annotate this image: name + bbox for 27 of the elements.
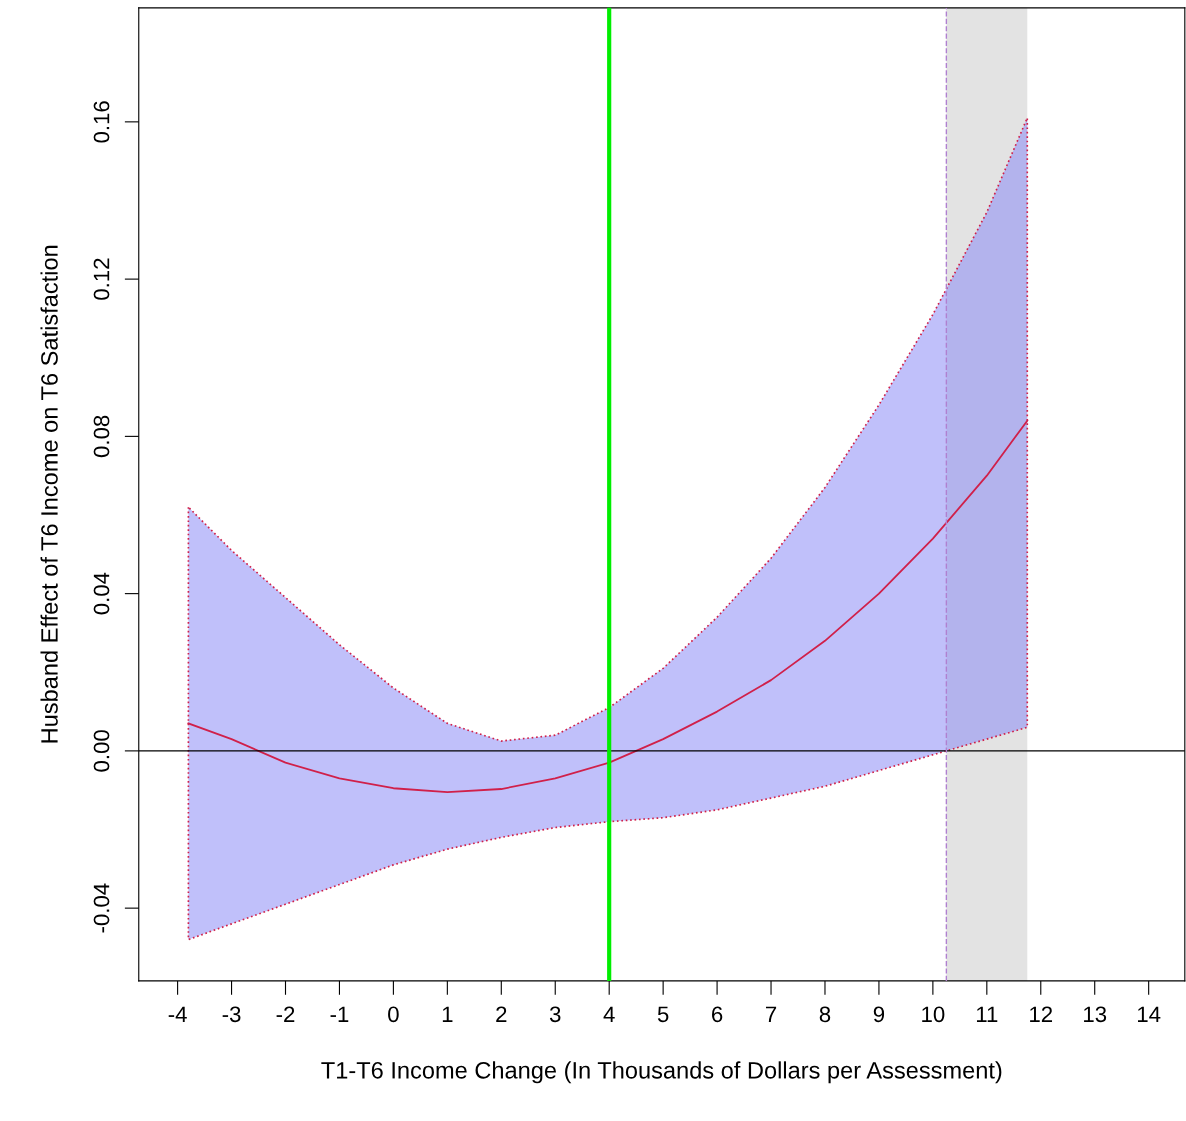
x-axis-title: T1-T6 Income Change (In Thousands of Dollars per Assessment) [321,1061,1002,1084]
x-tick-label: -1 [330,1006,349,1022]
x-tick-label: -3 [222,1006,241,1023]
x-tick-label: 7 [765,1006,777,1022]
y-tick-label: 0.08 [93,415,110,458]
x-tick-label: 4 [603,1006,615,1022]
y-tick-label: 0.12 [93,258,110,300]
x-tick-label: 2 [496,1006,507,1022]
y-tick-label: -0.04 [93,883,110,933]
x-tick-label: 3 [549,1006,561,1023]
y-tick-label: 0.00 [93,730,110,772]
y-axis-title: Husband Effect of T6 Income on T6 Satisfaction [40,245,58,743]
x-tick-label: 9 [873,1006,885,1023]
y-tick-label: 0.04 [93,572,110,615]
x-tick-label: 13 [1084,1006,1107,1023]
x-tick-label: 10 [922,1006,945,1023]
x-tick-label: -2 [276,1006,295,1022]
x-tick-label: 6 [712,1006,723,1023]
x-tick-label: 8 [819,1006,831,1023]
x-tick-label: 5 [657,1006,669,1023]
y-tick-label: 0.16 [93,101,110,143]
x-tick-label: 11 [976,1006,998,1022]
x-tick-label: 14 [1138,1006,1161,1022]
x-tick-label: 0 [388,1006,399,1023]
x-tick-label: -4 [168,1006,187,1022]
x-tick-label: 1 [442,1006,453,1022]
x-tick-label: 12 [1030,1006,1053,1022]
